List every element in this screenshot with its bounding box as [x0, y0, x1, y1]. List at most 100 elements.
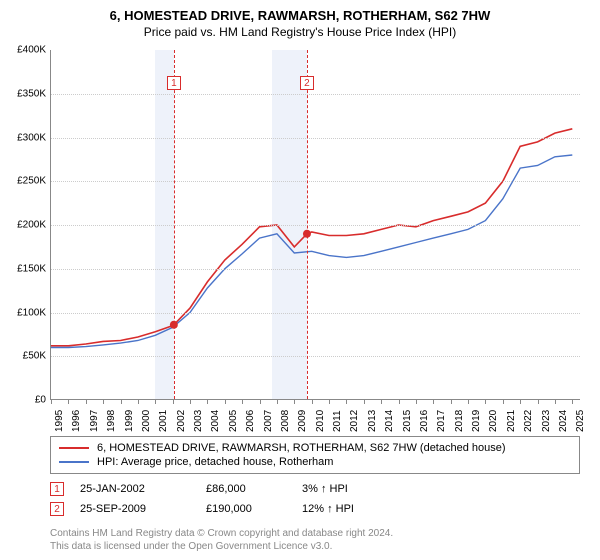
x-tick: [399, 400, 400, 404]
x-tick: [260, 400, 261, 404]
x-axis-label: 2006: [245, 410, 256, 432]
x-tick: [155, 400, 156, 404]
marker-vline: [307, 50, 308, 399]
legend-label: 6, HOMESTEAD DRIVE, RAWMARSH, ROTHERHAM,…: [97, 442, 506, 454]
x-tick: [51, 400, 52, 404]
marker-2-pct: 12% ↑ HPI: [302, 503, 392, 515]
x-axis-label: 2011: [332, 410, 343, 432]
x-tick: [207, 400, 208, 404]
gridline: [51, 94, 580, 95]
plot-region: £0£50K£100K£150K£200K£250K£300K£350K£400…: [50, 50, 580, 400]
marker-vline: [174, 50, 175, 399]
x-axis-label: 2001: [158, 410, 169, 432]
y-axis-label: £400K: [17, 45, 46, 56]
legend-item: HPI: Average price, detached house, Roth…: [59, 455, 571, 469]
x-tick: [364, 400, 365, 404]
marker-1-date: 25-JAN-2002: [80, 483, 190, 495]
x-axis-label: 2012: [349, 410, 360, 432]
y-axis-label: £250K: [17, 176, 46, 187]
y-axis-label: £100K: [17, 307, 46, 318]
x-axis-label: 2024: [558, 410, 569, 432]
x-tick: [572, 400, 573, 404]
x-tick: [346, 400, 347, 404]
y-axis-label: £200K: [17, 220, 46, 231]
marker-row-2: 2 25-SEP-2009 £190,000 12% ↑ HPI: [50, 502, 392, 516]
x-axis-label: 1999: [124, 410, 135, 432]
marker-badge-chart: 2: [300, 76, 314, 90]
footer-line-2: This data is licensed under the Open Gov…: [50, 541, 332, 552]
x-tick: [555, 400, 556, 404]
x-tick: [416, 400, 417, 404]
legend-item: 6, HOMESTEAD DRIVE, RAWMARSH, ROTHERHAM,…: [59, 441, 571, 455]
x-tick: [242, 400, 243, 404]
x-axis-label: 2005: [228, 410, 239, 432]
x-axis-label: 2013: [367, 410, 378, 432]
x-axis-label: 2018: [454, 410, 465, 432]
chart-title: 6, HOMESTEAD DRIVE, RAWMARSH, ROTHERHAM,…: [0, 0, 600, 23]
x-tick: [451, 400, 452, 404]
x-axis-label: 2008: [280, 410, 291, 432]
x-tick: [538, 400, 539, 404]
x-axis-label: 1995: [54, 410, 65, 432]
x-axis-label: 2003: [193, 410, 204, 432]
x-axis-label: 2017: [436, 410, 447, 432]
x-axis-label: 2010: [315, 410, 326, 432]
x-axis-label: 2025: [575, 410, 586, 432]
x-tick: [485, 400, 486, 404]
x-tick: [225, 400, 226, 404]
gridline: [51, 225, 580, 226]
y-axis-label: £300K: [17, 132, 46, 143]
x-tick: [277, 400, 278, 404]
marker-badge-1: 1: [50, 482, 64, 496]
series-line: [51, 155, 572, 348]
x-tick: [173, 400, 174, 404]
legend-label: HPI: Average price, detached house, Roth…: [97, 456, 333, 468]
chart-area: £0£50K£100K£150K£200K£250K£300K£350K£400…: [50, 50, 580, 400]
x-axis-label: 2019: [471, 410, 482, 432]
x-axis-label: 2000: [141, 410, 152, 432]
x-tick: [68, 400, 69, 404]
x-axis-label: 2004: [210, 410, 221, 432]
x-axis-label: 2021: [506, 410, 517, 432]
x-axis-label: 2016: [419, 410, 430, 432]
x-axis-label: 2014: [384, 410, 395, 432]
x-axis-label: 2002: [176, 410, 187, 432]
x-axis-label: 1998: [106, 410, 117, 432]
x-tick: [381, 400, 382, 404]
gridline: [51, 269, 580, 270]
gridline: [51, 181, 580, 182]
marker-badge-2: 2: [50, 502, 64, 516]
chart-subtitle: Price paid vs. HM Land Registry's House …: [0, 23, 600, 39]
x-tick: [433, 400, 434, 404]
x-axis-label: 1996: [71, 410, 82, 432]
y-axis-label: £350K: [17, 88, 46, 99]
gridline: [51, 138, 580, 139]
x-axis-label: 2023: [541, 410, 552, 432]
x-axis-label: 2015: [402, 410, 413, 432]
x-tick: [312, 400, 313, 404]
footer-line-1: Contains HM Land Registry data © Crown c…: [50, 528, 393, 539]
x-axis-label: 1997: [89, 410, 100, 432]
y-axis-label: £0: [35, 395, 46, 406]
gridline: [51, 356, 580, 357]
x-tick: [294, 400, 295, 404]
chart-container: 6, HOMESTEAD DRIVE, RAWMARSH, ROTHERHAM,…: [0, 0, 600, 560]
x-axis-label: 2020: [488, 410, 499, 432]
legend-swatch: [59, 461, 89, 463]
x-axis-label: 2022: [523, 410, 534, 432]
gridline: [51, 313, 580, 314]
marker-row-1: 1 25-JAN-2002 £86,000 3% ↑ HPI: [50, 482, 392, 496]
marker-1-price: £86,000: [206, 483, 286, 495]
legend: 6, HOMESTEAD DRIVE, RAWMARSH, ROTHERHAM,…: [50, 436, 580, 474]
x-tick: [520, 400, 521, 404]
marker-badge-chart: 1: [167, 76, 181, 90]
x-axis-label: 2009: [297, 410, 308, 432]
y-axis-label: £50K: [23, 351, 46, 362]
marker-2-date: 25-SEP-2009: [80, 503, 190, 515]
x-tick: [86, 400, 87, 404]
x-axis-label: 2007: [263, 410, 274, 432]
x-tick: [103, 400, 104, 404]
marker-2-price: £190,000: [206, 503, 286, 515]
x-tick: [503, 400, 504, 404]
y-axis-label: £150K: [17, 263, 46, 274]
